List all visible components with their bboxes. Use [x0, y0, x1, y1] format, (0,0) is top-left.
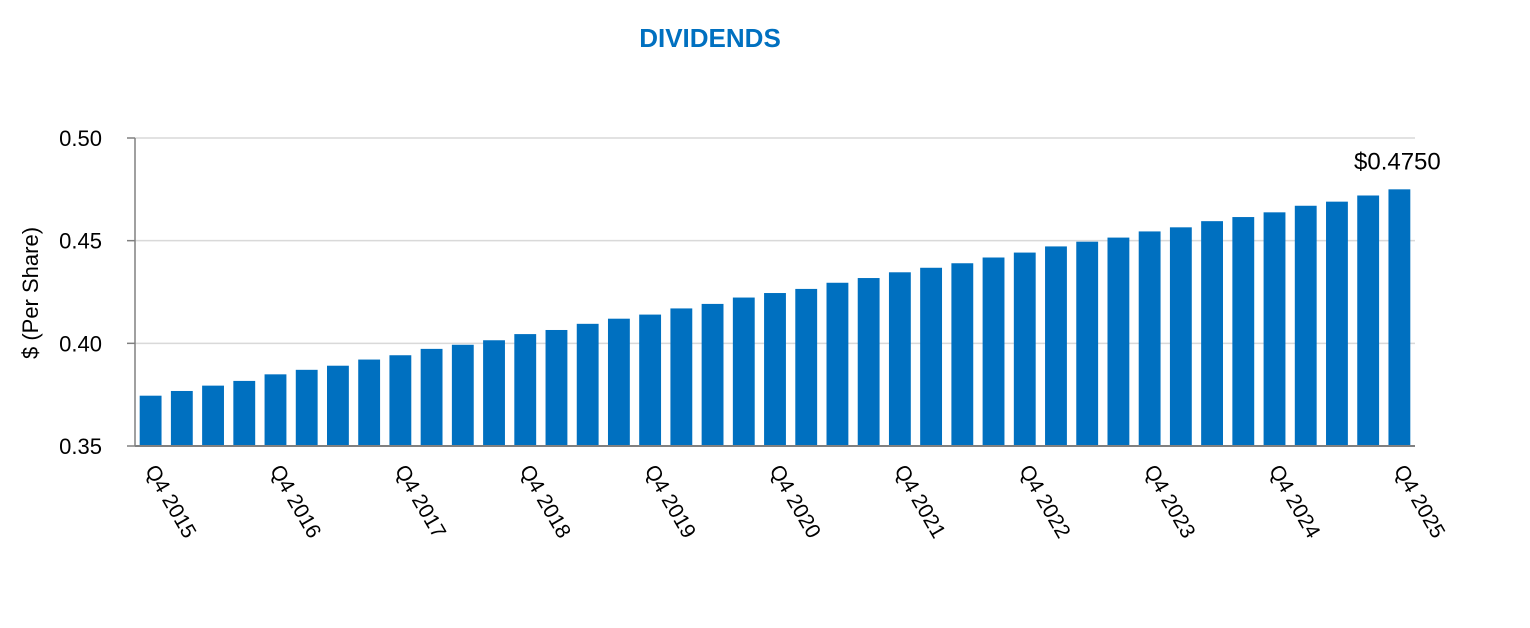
- bar: [264, 374, 287, 446]
- y-tick-label: 0.45: [59, 229, 102, 254]
- y-tick-label: 0.50: [59, 126, 102, 151]
- bar: [920, 267, 943, 446]
- bar: [1357, 195, 1380, 446]
- x-axis-tick-labels: Q4 2015 Q4 2016 Q4 2017 Q4 2018 Q4 2019 Q4 20…: [140, 461, 1449, 543]
- bar: [576, 323, 599, 446]
- bar: [1326, 201, 1348, 446]
- chart-title: DIVIDENDS: [639, 23, 781, 53]
- x-tick-label: Q4 2020: [765, 461, 825, 542]
- x-tick-label: Q4 2019: [640, 461, 700, 542]
- bar: [1045, 246, 1067, 446]
- bar: [670, 308, 693, 446]
- bar: [358, 359, 381, 446]
- bar: [1294, 205, 1317, 446]
- bar: [170, 390, 193, 446]
- x-tick-label: Q4 2022: [1014, 461, 1074, 542]
- bar: [139, 395, 162, 446]
- bar: [1076, 241, 1099, 446]
- bar: [795, 288, 818, 446]
- x-tick-label: Q4 2023: [1139, 461, 1199, 542]
- bar: [951, 263, 974, 446]
- bar: [1138, 231, 1161, 446]
- bar: [982, 257, 1005, 446]
- y-tick-label: 0.35: [59, 434, 102, 459]
- bar: [1201, 221, 1223, 446]
- x-tick-label: Q4 2021: [890, 461, 950, 542]
- x-tick-label: Q4 2015: [140, 461, 200, 542]
- bar: [233, 380, 256, 446]
- bar: [545, 329, 568, 446]
- bar: [1169, 227, 1192, 446]
- bar: [327, 365, 349, 446]
- bar: [451, 344, 474, 446]
- bar: [1232, 217, 1255, 446]
- bar: [732, 297, 755, 446]
- bars: [139, 189, 1411, 447]
- bar: [639, 314, 662, 446]
- bar: [607, 318, 630, 446]
- y-tick-label: 0.40: [59, 331, 102, 356]
- bar: [826, 282, 849, 446]
- x-tick-label: Q4 2017: [390, 461, 450, 542]
- bar: [1263, 212, 1286, 446]
- bar: [1013, 252, 1036, 446]
- bar: [888, 272, 911, 446]
- bar: [483, 340, 505, 446]
- bar: [857, 278, 880, 446]
- bar: [514, 334, 537, 446]
- x-tick-label: Q4 2025: [1389, 461, 1449, 542]
- bar: [295, 369, 318, 446]
- x-tick-label: Q4 2018: [515, 461, 575, 542]
- y-axis-tick-labels: 0.35 0.40 0.45 0.50: [59, 126, 102, 459]
- bar: [1388, 189, 1411, 447]
- axes: [134, 138, 1415, 447]
- y-axis-label: $ (Per Share): [18, 227, 43, 359]
- bar: [764, 293, 786, 446]
- bar: [202, 385, 224, 446]
- bar: [1107, 237, 1130, 446]
- x-tick-label: Q4 2016: [265, 461, 325, 542]
- bar: [389, 355, 412, 446]
- data-labels: $0.4750: [1354, 148, 1441, 175]
- bar: [701, 303, 724, 446]
- data-label: $0.4750: [1354, 148, 1441, 175]
- bar: [420, 348, 443, 446]
- x-tick-label: Q4 2024: [1264, 461, 1324, 543]
